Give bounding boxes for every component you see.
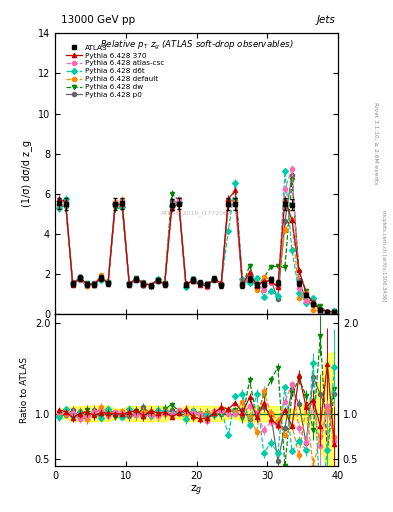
ATLAS (148, 283, 153, 289)
ATLAS (304, 292, 309, 298)
Y-axis label: (1/σ) dσ/d z_g: (1/σ) dσ/d z_g (21, 140, 32, 207)
X-axis label: z$_{g}$: z$_{g}$ (190, 483, 203, 498)
Text: Jets: Jets (317, 14, 336, 25)
ATLAS (233, 201, 238, 207)
ATLAS (247, 275, 252, 282)
ATLAS (92, 281, 96, 287)
ATLAS (261, 281, 266, 287)
ATLAS (56, 200, 61, 206)
ATLAS (162, 282, 167, 288)
ATLAS (240, 282, 245, 288)
Text: Rivet 3.1.10, ≥ 2.6M events: Rivet 3.1.10, ≥ 2.6M events (373, 102, 378, 184)
Legend: ATLAS, Pythia 6.428 370, Pythia 6.428 atlas-csc, Pythia 6.428 d6t, Pythia 6.428 : ATLAS, Pythia 6.428 370, Pythia 6.428 at… (64, 42, 167, 100)
ATLAS (84, 281, 89, 287)
Y-axis label: Ratio to ATLAS: Ratio to ATLAS (20, 357, 29, 423)
ATLAS (311, 301, 316, 307)
Text: 13000 GeV pp: 13000 GeV pp (61, 14, 135, 25)
ATLAS (268, 276, 273, 283)
Text: Relative p$_{\rm T}$ z$_{g}$ (ATLAS soft-drop observables): Relative p$_{\rm T}$ z$_{g}$ (ATLAS soft… (100, 39, 293, 52)
ATLAS (191, 277, 195, 283)
ATLAS (205, 281, 209, 287)
ATLAS (290, 202, 294, 208)
ATLAS (70, 281, 75, 287)
ATLAS (113, 201, 118, 207)
Line: ATLAS: ATLAS (56, 201, 337, 314)
ATLAS (219, 282, 224, 288)
ATLAS (325, 309, 330, 315)
ATLAS (212, 276, 217, 282)
ATLAS (63, 201, 68, 207)
ATLAS (77, 275, 82, 281)
ATLAS (134, 276, 139, 283)
ATLAS (127, 281, 132, 287)
Text: mcplots.cern.ch [arXiv:1306.3436]: mcplots.cern.ch [arXiv:1306.3436] (381, 210, 386, 302)
ATLAS (226, 201, 231, 207)
ATLAS (332, 309, 337, 315)
ATLAS (99, 274, 103, 281)
ATLAS (120, 200, 125, 206)
ATLAS (155, 278, 160, 284)
ATLAS (184, 282, 188, 288)
ATLAS (176, 201, 181, 207)
ATLAS (106, 281, 110, 287)
ATLAS (318, 307, 323, 313)
ATLAS (169, 202, 174, 208)
ATLAS (297, 280, 301, 286)
ATLAS (283, 201, 287, 207)
ATLAS (275, 280, 280, 286)
Text: ATLAS_2019_I1772062: ATLAS_2019_I1772062 (161, 210, 232, 216)
ATLAS (141, 281, 146, 287)
ATLAS (198, 280, 202, 286)
ATLAS (254, 282, 259, 288)
